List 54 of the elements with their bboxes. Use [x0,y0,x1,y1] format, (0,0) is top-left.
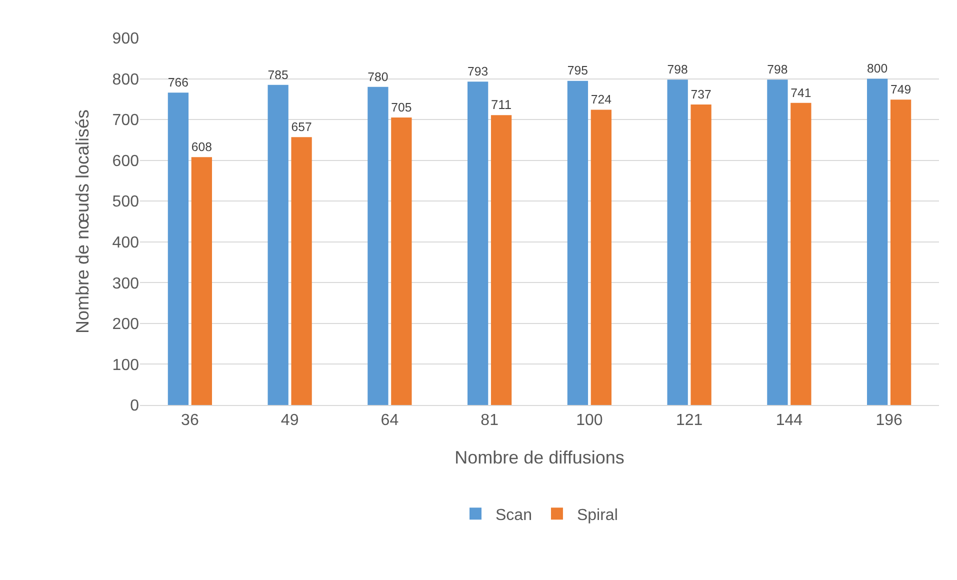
x-tick-label: 121 [676,412,703,430]
data-label: 724 [590,92,612,107]
y-tick-label: 0 [130,398,140,415]
bar [191,157,212,405]
x-tick-label: 36 [181,412,199,430]
bar [890,100,912,405]
data-label: 705 [391,100,412,114]
data-label: 785 [268,68,288,82]
data-label: 798 [767,62,788,77]
x-tick-label: 144 [776,412,803,430]
bar [368,86,388,405]
y-tick-label: 600 [112,152,140,170]
y-axis-title: Nombre de nœuds localisés [72,109,92,334]
bar [590,110,612,405]
y-tick-label: 800 [112,71,140,88]
bar [667,80,688,405]
data-label: 657 [291,120,312,134]
data-label: 793 [468,64,488,79]
y-tick-label: 300 [112,275,140,292]
x-tick-label: 196 [876,412,903,430]
bar [168,92,189,405]
y-tick-label: 500 [112,194,140,211]
bar [268,84,288,405]
y-tick-label: 200 [112,316,140,334]
bar [867,78,888,405]
bar [690,104,712,405]
bar [468,82,488,405]
data-label: 800 [867,62,888,76]
bar [391,118,412,405]
data-label: 795 [567,64,588,78]
x-tick-label: 49 [280,412,299,430]
data-label: 737 [690,87,712,102]
data-label: 741 [790,86,812,100]
data-label: 608 [191,140,212,154]
data-label: 798 [667,62,688,77]
y-tick-label: 900 [112,30,140,48]
data-label: 749 [890,82,912,96]
bar [790,102,812,405]
y-tick-label: 100 [112,356,140,374]
data-label: 711 [490,96,512,112]
x-tick-label: 64 [380,412,399,430]
legend-label: Spiral [576,506,618,524]
x-axis-title: Nombre de diffusions [454,447,624,468]
legend-label: Scan [496,506,532,524]
data-label: 780 [368,70,388,84]
y-tick-label: 400 [112,234,140,252]
x-tick-label: 81 [480,412,499,430]
x-tick-label: 100 [576,412,603,430]
bar [567,80,588,405]
y-tick-label: 700 [112,112,140,130]
data-label: 766 [168,76,189,90]
bar [767,80,788,405]
bar [291,137,312,405]
bar [490,115,512,405]
